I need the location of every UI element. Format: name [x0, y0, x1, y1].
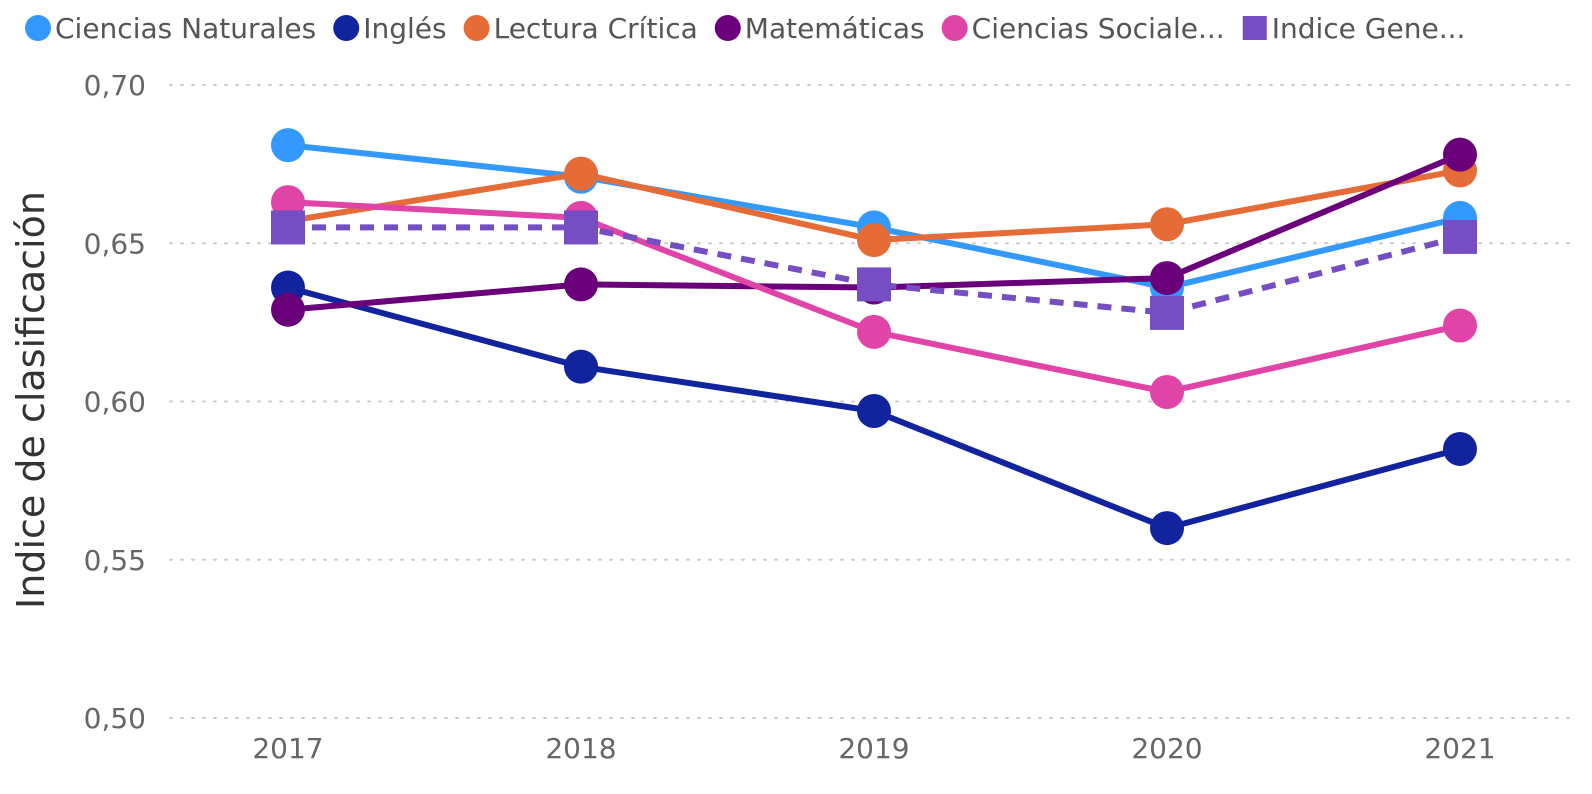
legend-label: Lectura Crítica — [494, 12, 698, 45]
legend-item-ciencias-sociales[interactable]: Ciencias Sociale... — [941, 12, 1225, 45]
data-point[interactable] — [1443, 431, 1477, 466]
series-indice-general — [271, 210, 1477, 330]
legend-label: Inglés — [363, 12, 446, 45]
data-point[interactable] — [564, 267, 598, 302]
legend-label: Matemáticas — [745, 12, 925, 45]
data-point[interactable] — [857, 314, 891, 349]
x-tick-label: 2019 — [838, 732, 909, 765]
series-ingles — [271, 270, 1477, 546]
y-axis-title: Indice de clasificación — [9, 191, 53, 609]
series-ciencias-sociales — [271, 185, 1477, 410]
data-point[interactable] — [1150, 207, 1184, 242]
y-tick-label: 0,65 — [84, 227, 146, 260]
legend-marker — [941, 15, 968, 41]
x-axis-ticks: 2017 2018 2019 2020 2021 — [252, 732, 1495, 765]
y-tick-label: 0,60 — [84, 386, 146, 419]
data-point[interactable] — [564, 156, 598, 191]
y-tick-label: 0,50 — [84, 702, 146, 735]
legend-marker — [1242, 16, 1267, 40]
data-point[interactable] — [1150, 295, 1184, 330]
data-point[interactable] — [857, 267, 891, 302]
data-point[interactable] — [1443, 137, 1477, 172]
series-line — [288, 224, 1461, 316]
series-layer — [271, 128, 1477, 546]
legend-label: Indice Gene... — [1272, 12, 1466, 45]
x-tick-label: 2021 — [1424, 732, 1495, 765]
data-point[interactable] — [1443, 219, 1477, 254]
data-point[interactable] — [1150, 261, 1184, 296]
data-point[interactable] — [271, 210, 305, 245]
gridlines — [169, 84, 1571, 719]
data-point[interactable] — [1443, 308, 1477, 343]
series-lectura-critica — [271, 153, 1477, 258]
data-point[interactable] — [1150, 375, 1184, 410]
legend-item-matematicas[interactable]: Matemáticas — [714, 12, 925, 45]
data-point[interactable] — [857, 393, 891, 428]
data-point[interactable] — [271, 128, 305, 163]
legend-item-lectura-critica[interactable]: Lectura Crítica — [463, 12, 698, 45]
legend: Ciencias Naturales Inglés Lectura Crítica M… — [25, 12, 1465, 45]
legend-label: Ciencias Naturales — [55, 12, 316, 45]
legend-marker — [463, 15, 490, 41]
y-tick-label: 0,55 — [84, 544, 146, 577]
legend-item-ingles[interactable]: Inglés — [333, 12, 447, 45]
data-point[interactable] — [271, 292, 305, 327]
data-point[interactable] — [564, 210, 598, 245]
x-tick-label: 2018 — [545, 732, 616, 765]
legend-marker — [333, 15, 360, 41]
legend-marker — [714, 15, 741, 41]
legend-marker — [25, 15, 51, 41]
data-point[interactable] — [564, 349, 598, 384]
y-axis-ticks: 0,50 0,55 0,60 0,65 0,70 — [84, 69, 146, 735]
data-point[interactable] — [857, 223, 891, 258]
x-tick-label: 2020 — [1131, 732, 1202, 765]
legend-item-indice-general[interactable]: Indice Gene... — [1242, 12, 1466, 45]
x-tick-label: 2017 — [252, 732, 323, 765]
y-tick-label: 0,70 — [84, 69, 146, 102]
legend-label: Ciencias Sociale... — [972, 12, 1225, 45]
data-point[interactable] — [1150, 511, 1184, 546]
legend-item-ciencias-naturales[interactable]: Ciencias Naturales — [25, 12, 316, 45]
